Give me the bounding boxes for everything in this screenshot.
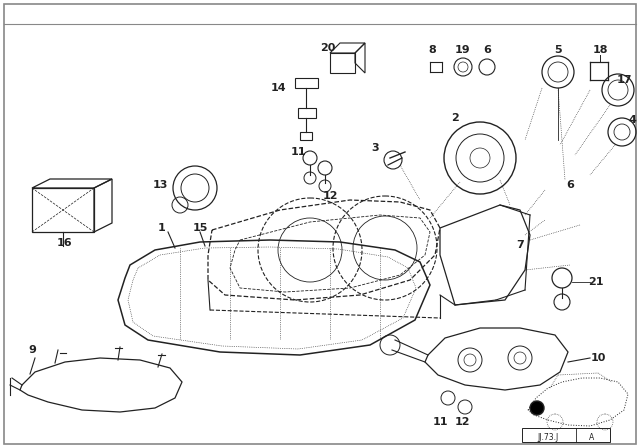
Text: 11: 11 [432, 417, 448, 427]
Text: 4: 4 [628, 115, 636, 125]
Text: 17: 17 [616, 75, 632, 85]
Text: 8: 8 [428, 45, 436, 55]
Bar [522, 428, 610, 442]
Text: 13: 13 [152, 180, 168, 190]
Text: 14: 14 [270, 83, 286, 93]
Text: 5: 5 [554, 45, 562, 55]
Text: 6: 6 [483, 45, 491, 55]
Text: 12: 12 [323, 191, 338, 201]
Text: 6: 6 [566, 180, 574, 190]
Text: 19: 19 [454, 45, 470, 55]
Text: 15: 15 [192, 223, 208, 233]
Text: 9: 9 [28, 345, 36, 355]
Text: 3: 3 [371, 143, 379, 153]
Text: 16: 16 [57, 238, 73, 248]
Text: 12: 12 [454, 417, 470, 427]
Text: 11: 11 [291, 147, 306, 157]
Text: 2: 2 [451, 113, 459, 123]
Text: 10: 10 [590, 353, 605, 363]
Text: 1: 1 [158, 223, 166, 233]
Text: 20: 20 [320, 43, 336, 53]
Text: 18: 18 [592, 45, 608, 55]
Text: JJ.73.J: JJ.73.J [538, 432, 559, 441]
Text: 21: 21 [588, 277, 604, 287]
Circle shape [530, 401, 544, 415]
Text: 7: 7 [516, 240, 524, 250]
Text: A: A [589, 432, 595, 441]
